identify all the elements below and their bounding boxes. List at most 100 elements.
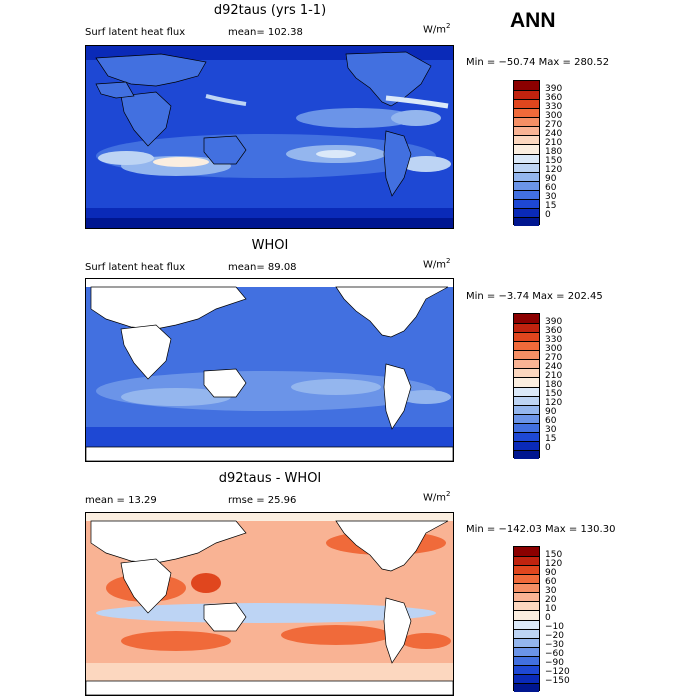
panel-3-colorbar <box>513 546 540 692</box>
colorbar-tick-label: 150 <box>545 156 563 167</box>
colorbar-tick-label: 180 <box>545 380 563 390</box>
colorbar-swatch <box>514 323 539 333</box>
colorbar-tick-label: 0 <box>545 210 551 221</box>
colorbar-tick-label: −120 <box>545 667 570 678</box>
panel-2-minmax: Min = −3.74 Max = 202.45 <box>466 291 603 302</box>
colorbar-swatch <box>514 153 539 163</box>
colorbar-tick-label: 210 <box>545 370 563 381</box>
colorbar-swatch <box>514 359 539 369</box>
colorbar-swatch <box>514 162 539 172</box>
colorbar-swatch <box>514 628 539 638</box>
colorbar-swatch <box>514 386 539 396</box>
colorbar-tick-label: −150 <box>545 676 570 687</box>
colorbar-tick-label: 150 <box>545 389 563 400</box>
colorbar-swatch <box>514 619 539 629</box>
colorbar-swatch <box>514 341 539 351</box>
colorbar-swatch <box>514 207 539 217</box>
panel-3-mean-label: mean = 13.29 <box>85 495 157 506</box>
colorbar-swatch <box>514 216 539 226</box>
colorbar-tick-label: 360 <box>545 325 563 336</box>
panel-2-mean-label: mean= 89.08 <box>228 262 297 273</box>
colorbar-swatch <box>514 592 539 602</box>
colorbar-swatch <box>514 404 539 414</box>
colorbar-tick-label: 390 <box>545 83 563 94</box>
panel-2-variable-label: Surf latent heat flux <box>85 262 186 273</box>
colorbar-tick-label: 90 <box>545 174 557 185</box>
colorbar-swatch <box>514 117 539 127</box>
colorbar-tick-label: −60 <box>545 649 564 660</box>
colorbar-swatch <box>514 556 539 566</box>
colorbar-swatch <box>514 637 539 647</box>
colorbar-swatch <box>514 81 539 91</box>
colorbar-tick-label: 60 <box>545 576 557 587</box>
colorbar-swatch <box>514 601 539 611</box>
colorbar-swatch <box>514 422 539 432</box>
colorbar-swatch <box>514 610 539 620</box>
panel-3-title: d92taus - WHOI <box>218 471 322 486</box>
panel-1-colorbar-labels: 390 360 330 300 270 240 210 180 150 120 90 60 30 15 0 <box>545 80 585 225</box>
colorbar-swatch <box>514 368 539 378</box>
colorbar-tick-label: 15 <box>545 434 557 445</box>
panel-1-mean-label: mean= 102.38 <box>228 27 303 38</box>
colorbar-tick-label: 360 <box>545 92 563 103</box>
colorbar-swatch <box>514 144 539 154</box>
colorbar-swatch <box>514 135 539 145</box>
colorbar-tick-label: 60 <box>545 183 557 194</box>
colorbar-tick-label: −20 <box>545 631 564 642</box>
panel-1-units: W/m2 <box>423 22 451 36</box>
colorbar-tick-label: 120 <box>545 558 563 569</box>
colorbar-tick-label: 330 <box>545 101 563 112</box>
colorbar-swatch <box>514 171 539 181</box>
colorbar-tick-label: 90 <box>545 407 557 418</box>
colorbar-swatch <box>514 449 539 459</box>
colorbar-tick-label: 210 <box>545 137 563 148</box>
colorbar-swatch <box>514 198 539 208</box>
panel-1-title: d92taus (yrs 1-1) <box>213 3 327 18</box>
colorbar-tick-label: 120 <box>545 165 563 176</box>
panel-1-map <box>85 45 454 229</box>
colorbar-tick-label: 150 <box>545 549 563 560</box>
colorbar-swatch <box>514 547 539 557</box>
panel-1-map-svg <box>86 46 453 228</box>
colorbar-swatch <box>514 565 539 575</box>
colorbar-swatch <box>514 664 539 674</box>
colorbar-tick-label: −30 <box>545 640 564 651</box>
colorbar-swatch <box>514 673 539 683</box>
colorbar-tick-label: −90 <box>545 658 564 669</box>
panel-2-units: W/m2 <box>423 257 451 271</box>
colorbar-tick-label: 300 <box>545 343 563 354</box>
colorbar-swatch <box>514 108 539 118</box>
colorbar-tick-label: 270 <box>545 119 563 130</box>
panel-3-map <box>85 512 454 696</box>
panel-1-minmax: Min = −50.74 Max = 280.52 <box>466 57 610 68</box>
colorbar-tick-label: 60 <box>545 416 557 427</box>
colorbar-tick-label: 330 <box>545 334 563 345</box>
panel-1-variable-label: Surf latent heat flux <box>85 27 186 38</box>
colorbar-swatch <box>514 189 539 199</box>
colorbar-swatch <box>514 350 539 360</box>
panel-3-rmse-label: rmse = 25.96 <box>228 495 297 506</box>
colorbar-tick-label: 20 <box>545 594 557 605</box>
colorbar-swatch <box>514 440 539 450</box>
colorbar-tick-label: 0 <box>545 613 551 623</box>
colorbar-swatch <box>514 413 539 423</box>
colorbar-tick-label: −10 <box>545 622 564 633</box>
panel-3-colorbar-labels: 150 120 90 60 30 20 10 0 −10 −20 −30 −60 −90 −120 −150 <box>545 546 585 691</box>
colorbar-tick-label: 30 <box>545 425 557 436</box>
colorbar-swatch <box>514 314 539 324</box>
colorbar-tick-label: 270 <box>545 352 563 363</box>
colorbar-tick-label: 390 <box>545 316 563 327</box>
colorbar-tick-label: 120 <box>545 398 563 409</box>
colorbar-swatch <box>514 646 539 656</box>
colorbar-tick-label: 30 <box>545 192 557 203</box>
colorbar-tick-label: 90 <box>545 567 557 578</box>
colorbar-swatch <box>514 395 539 405</box>
colorbar-swatch <box>514 431 539 441</box>
panel-3-minmax: Min = −142.03 Max = 130.30 <box>466 524 616 535</box>
colorbar-tick-label: 240 <box>545 128 563 139</box>
colorbar-tick-label: 30 <box>545 585 557 596</box>
panel-2-map-svg <box>86 279 453 461</box>
colorbar-tick-label: 10 <box>545 603 557 614</box>
season-label: ANN <box>510 9 556 32</box>
colorbar-swatch <box>514 332 539 342</box>
